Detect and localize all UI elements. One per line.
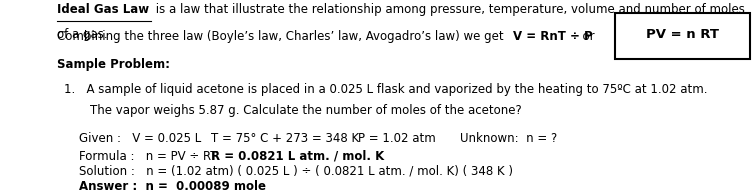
Text: Unknown:  n = ?: Unknown: n = ? [460,132,557,146]
Text: Given :   V = 0.025 L: Given : V = 0.025 L [79,132,201,146]
Text: The vapor weighs 5.87 g. Calculate the number of moles of the acetone?: The vapor weighs 5.87 g. Calculate the n… [90,104,523,117]
Text: Formula :   n = PV ÷ RT: Formula : n = PV ÷ RT [79,150,218,163]
Text: PV = n RT: PV = n RT [646,28,719,41]
Text: is a law that illustrate the relationship among pressure, temperature, volume an: is a law that illustrate the relationshi… [152,3,745,16]
Text: R = 0.0821 L atm. / mol. K: R = 0.0821 L atm. / mol. K [211,150,385,163]
Text: Solution :   n = (1.02 atm) ( 0.025 L ) ÷ ( 0.0821 L atm. / mol. K) ( 348 K ): Solution : n = (1.02 atm) ( 0.025 L ) ÷ … [79,165,513,178]
Text: T = 75° C + 273 = 348 K: T = 75° C + 273 = 348 K [211,132,359,146]
Text: of a gas.: of a gas. [57,28,107,41]
Text: 1.   A sample of liquid acetone is placed in a 0.025 L flask and vaporized by th: 1. A sample of liquid acetone is placed … [64,83,707,96]
Text: Sample Problem:: Sample Problem: [57,58,170,71]
Text: Ideal Gas Law: Ideal Gas Law [57,3,149,16]
Text: P = 1.02 atm: P = 1.02 atm [358,132,436,146]
Text: or: or [575,30,595,43]
Text: Combining the three law (Boyle’s law, Charles’ law, Avogadro’s law) we get: Combining the three law (Boyle’s law, Ch… [57,30,507,43]
Text: V = RnT ÷ P: V = RnT ÷ P [513,30,593,43]
Text: Answer :  n =  0.00089 mole: Answer : n = 0.00089 mole [79,180,266,190]
